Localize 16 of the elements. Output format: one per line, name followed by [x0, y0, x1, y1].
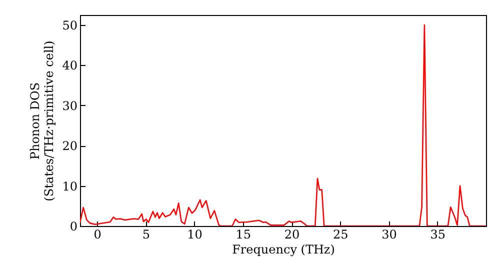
x-tick-label: 5 [142, 228, 150, 242]
y-tick-label: 20 [62, 139, 78, 154]
y-tick-label: 30 [62, 98, 78, 113]
x-tick-label: 20 [284, 228, 300, 242]
x-tick-label: 25 [332, 228, 348, 242]
y-tick-label: 50 [62, 18, 78, 33]
x-tick-label: 0 [94, 228, 102, 242]
line-series [80, 24, 486, 226]
x-tick-label: 35 [430, 228, 446, 242]
x-tick-label: 10 [187, 228, 202, 242]
x-axis-title: Frequency (THz) [232, 242, 335, 256]
y-axis-title: Phonon DOS (States/THz·primitive cell) [28, 40, 56, 202]
x-tick-label: 15 [236, 228, 252, 242]
y-tick-label: 40 [62, 58, 78, 73]
x-tick-label: 30 [382, 228, 397, 242]
y-tick-label: 10 [62, 179, 78, 194]
